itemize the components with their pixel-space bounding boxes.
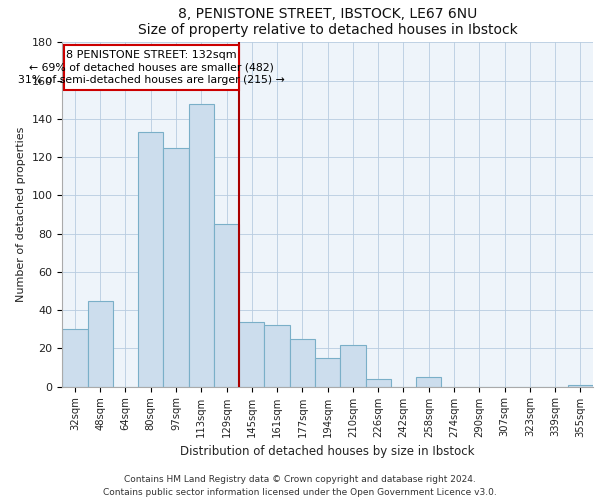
Title: 8, PENISTONE STREET, IBSTOCK, LE67 6NU
Size of property relative to detached hou: 8, PENISTONE STREET, IBSTOCK, LE67 6NU S…	[138, 7, 518, 37]
Text: Contains HM Land Registry data © Crown copyright and database right 2024.: Contains HM Land Registry data © Crown c…	[124, 474, 476, 484]
Bar	[188, 104, 214, 387]
Bar	[340, 344, 365, 387]
Text: 8 PENISTONE STREET: 132sqm: 8 PENISTONE STREET: 132sqm	[66, 50, 236, 60]
Bar	[315, 358, 340, 386]
Bar	[239, 322, 265, 386]
Text: 31% of semi-detached houses are larger (215) →: 31% of semi-detached houses are larger (…	[18, 75, 285, 85]
Bar	[265, 326, 290, 386]
Bar	[163, 148, 188, 386]
Bar	[88, 300, 113, 386]
Text: ← 69% of detached houses are smaller (482): ← 69% of detached houses are smaller (48…	[29, 62, 274, 72]
Bar	[214, 224, 239, 386]
Bar	[62, 330, 88, 386]
X-axis label: Distribution of detached houses by size in Ibstock: Distribution of detached houses by size …	[181, 445, 475, 458]
Text: Contains public sector information licensed under the Open Government Licence v3: Contains public sector information licen…	[103, 488, 497, 497]
Y-axis label: Number of detached properties: Number of detached properties	[16, 127, 26, 302]
Bar	[416, 377, 442, 386]
Bar	[138, 132, 163, 386]
Bar	[365, 379, 391, 386]
FancyBboxPatch shape	[64, 46, 239, 90]
Bar	[568, 384, 593, 386]
Bar	[290, 339, 315, 386]
